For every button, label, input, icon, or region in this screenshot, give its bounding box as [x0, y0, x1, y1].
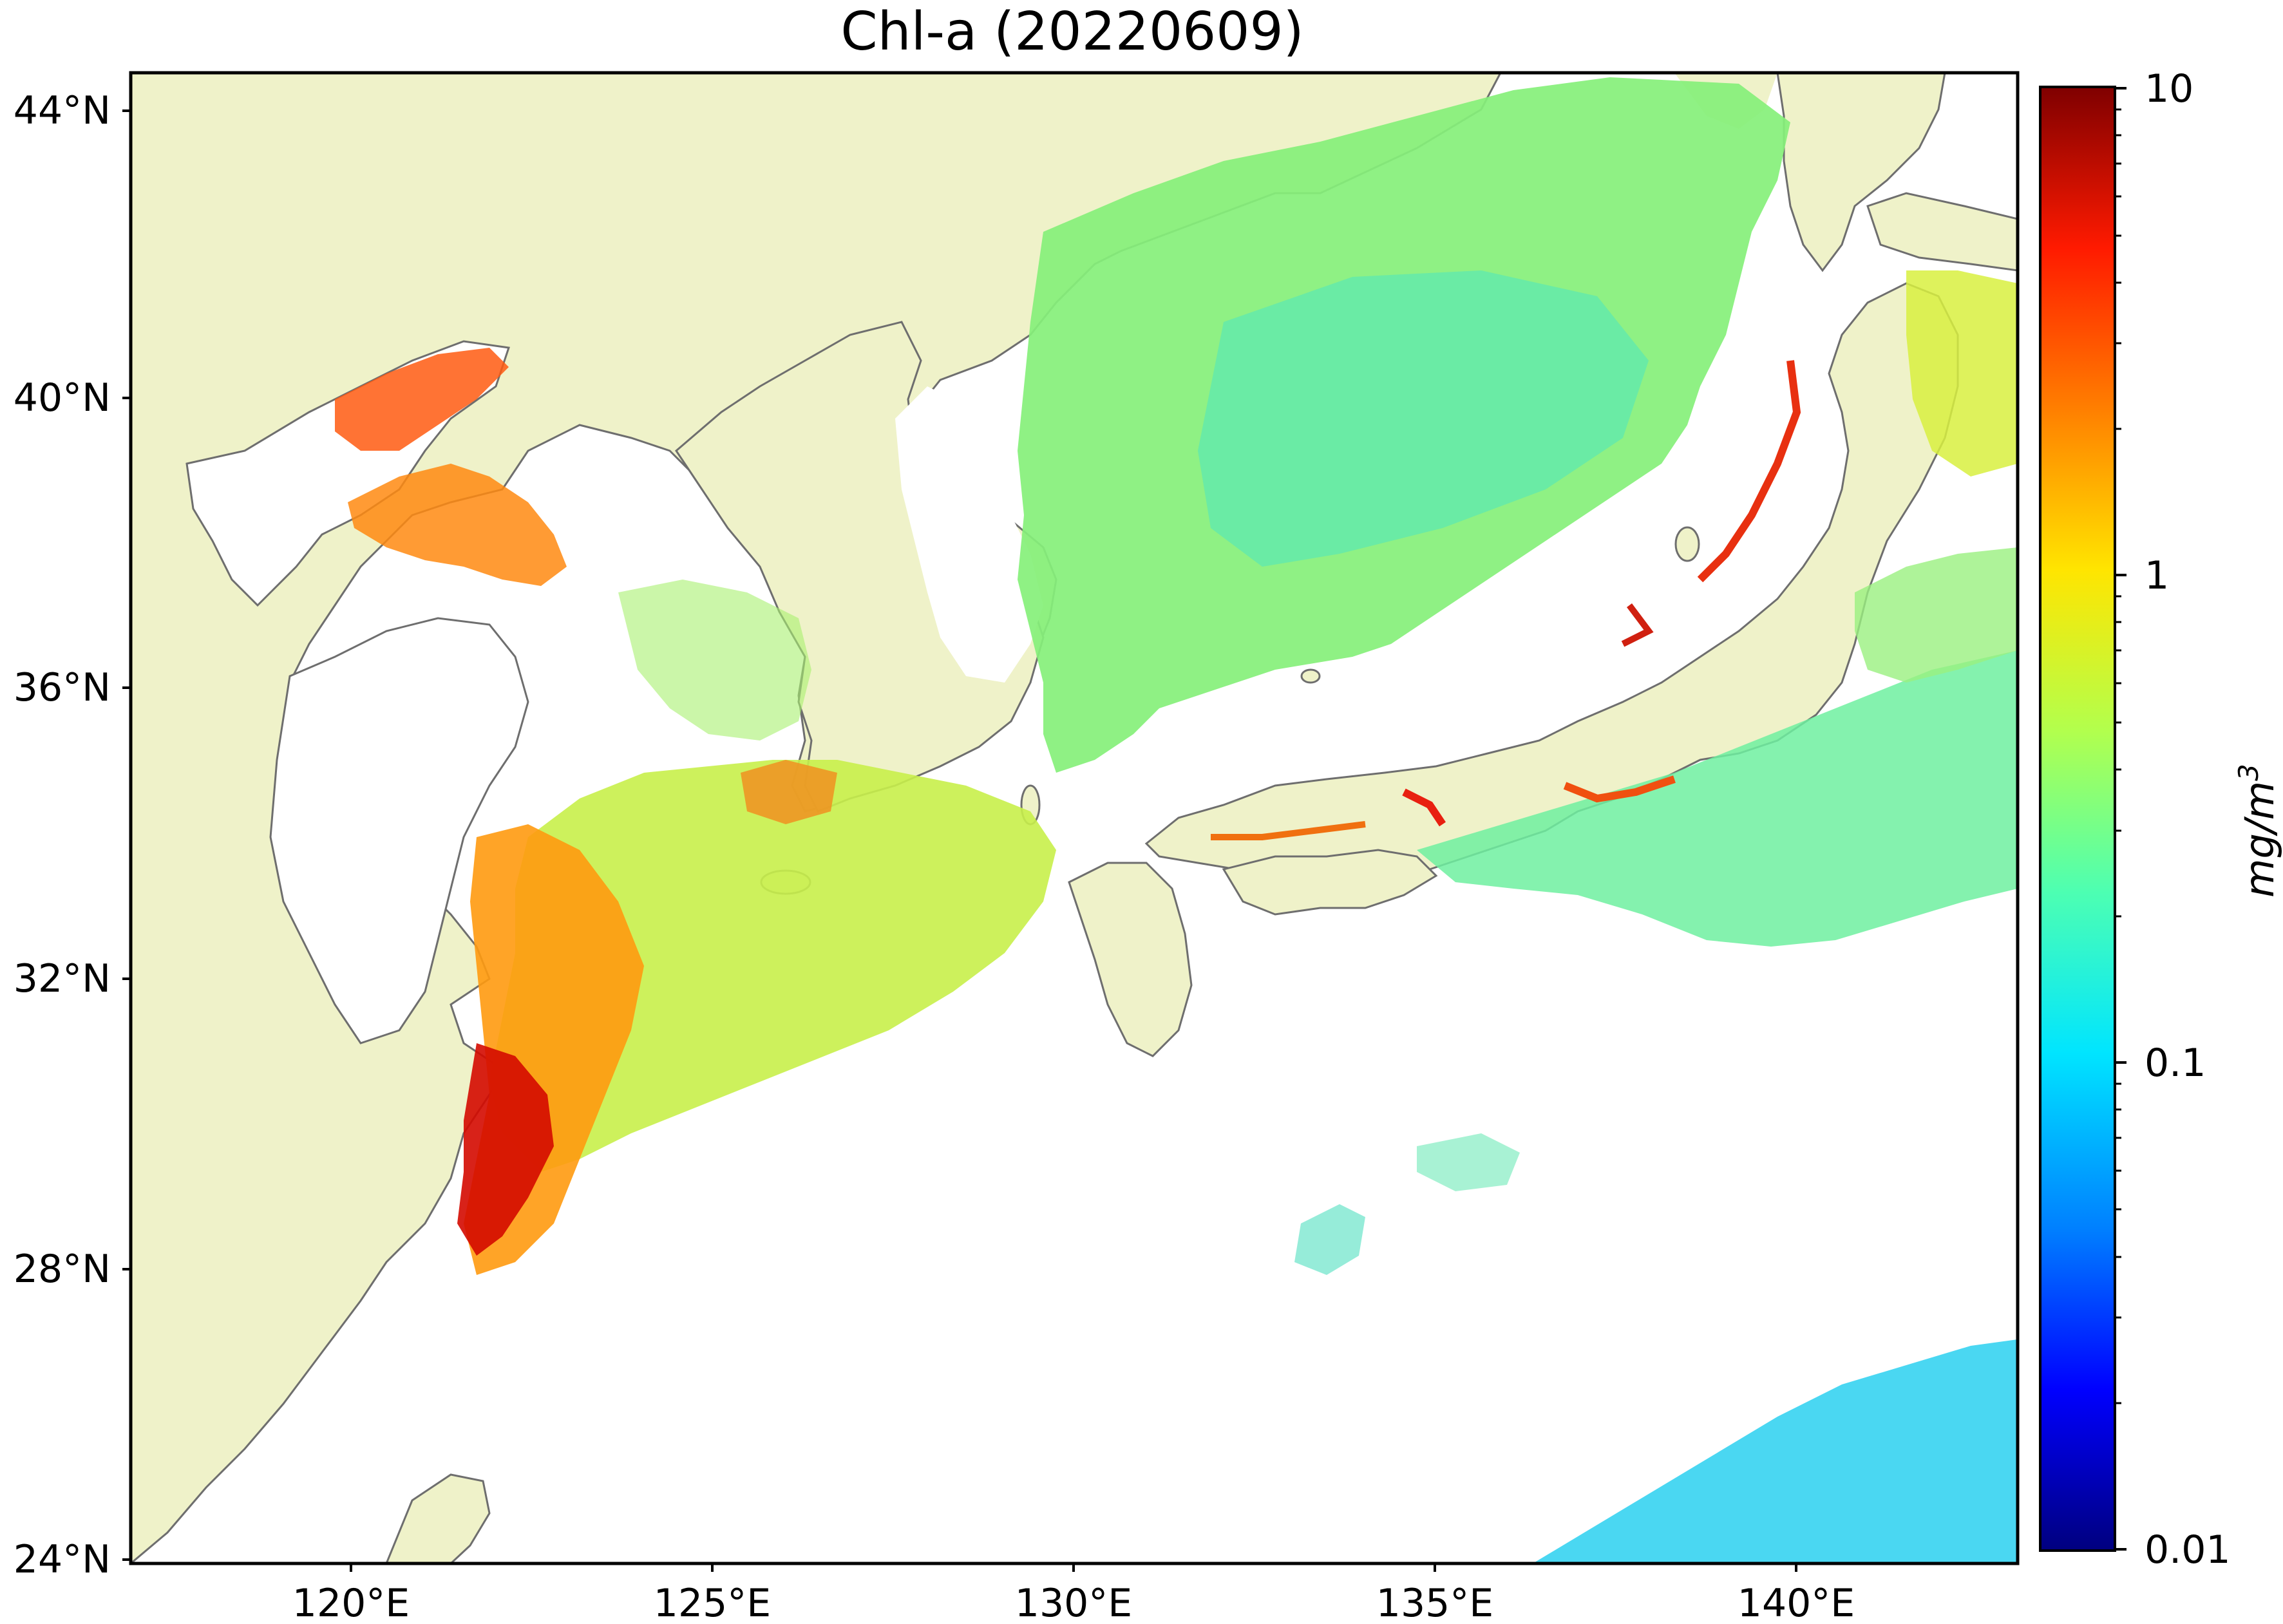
yellow-sea-coastal — [269, 617, 529, 1044]
lon-label-130: 130°E — [1015, 1581, 1132, 1624]
japan-shikoku-land — [1222, 849, 1438, 916]
colorbar-minor-ticks — [2115, 108, 2121, 1404]
chl-coast-hotspot-noto — [1621, 603, 1654, 647]
chl-coast-hotspot-ise — [1563, 775, 1676, 803]
chl-coast-hotspot-sea-japan-east — [1697, 360, 1801, 583]
lon-axis: 120°E 125°E 130°E 135°E 140°E — [292, 1563, 1855, 1624]
chl-sea-of-japan-core — [1198, 270, 1649, 567]
japan-hokkaido-land — [1776, 73, 1946, 272]
chl-hokkaido-east — [1906, 270, 2018, 477]
chl-coast-hotspot-seto — [1211, 821, 1366, 840]
oki-island — [1300, 668, 1321, 684]
lat-label-32: 32°N — [14, 956, 111, 1001]
chl-liaodong — [335, 348, 509, 451]
lon-label-135: 135°E — [1376, 1581, 1493, 1624]
chl-east-china-sea — [489, 760, 1056, 1172]
chl-subtropical-south — [1533, 1339, 2018, 1563]
lon-label-125: 125°E — [654, 1581, 771, 1624]
colorbar-gradient — [2040, 87, 2115, 1551]
colorbar-label-10: 10 — [2145, 66, 2193, 111]
chl-scattered-east — [1417, 1133, 1520, 1191]
colorbar-frame — [2039, 86, 2116, 1552]
chl-pacific-east-honshu — [1855, 547, 2018, 683]
colorbar-unit-label: mg/m3 — [2233, 764, 2283, 898]
chl-scattered-shikoku-south — [1294, 1204, 1365, 1275]
colorbar-label-0.01: 0.01 — [2145, 1527, 2231, 1572]
lat-label-28: 28°N — [14, 1247, 111, 1292]
lat-label-44: 44°N — [14, 88, 111, 133]
colorbar-unit-superscript: 3 — [2233, 764, 2264, 781]
colorbar-unit-text: mg/m — [2236, 781, 2283, 898]
lat-label-24: 24°N — [14, 1537, 111, 1582]
lat-label-40: 40°N — [14, 375, 111, 420]
chl-korea-coast — [741, 760, 837, 824]
colorbar: 10 1 0.1 0.01 mg/m3 — [2039, 66, 2283, 1572]
chl-bohai — [348, 464, 567, 586]
chl-yellow-sea — [618, 580, 811, 741]
colorbar-label-1: 1 — [2145, 553, 2169, 598]
japan-kyushu-land — [1068, 862, 1193, 1057]
lat-label-36: 36°N — [14, 665, 111, 710]
sado-island — [1674, 526, 1700, 562]
colorbar-label-0.1: 0.1 — [2145, 1041, 2206, 1086]
lon-label-120: 120°E — [292, 1581, 410, 1624]
lat-axis: 44°N 40°N 36°N 32°N 28°N 24°N — [14, 88, 131, 1582]
korea-white-data-gap — [895, 386, 1043, 683]
chl-yangtze-high — [457, 1043, 554, 1256]
map-title: Chl-a (20220609) — [840, 1, 1304, 62]
chl-pacific-south-honshu — [1417, 650, 2018, 947]
hokkaido-east-land — [1866, 192, 2018, 272]
taiwan-land — [385, 1473, 491, 1563]
chl-coast-hotspot-osaka — [1402, 788, 1446, 827]
map-content — [131, 73, 2018, 1563]
lon-label-140: 140°E — [1738, 1581, 1855, 1624]
